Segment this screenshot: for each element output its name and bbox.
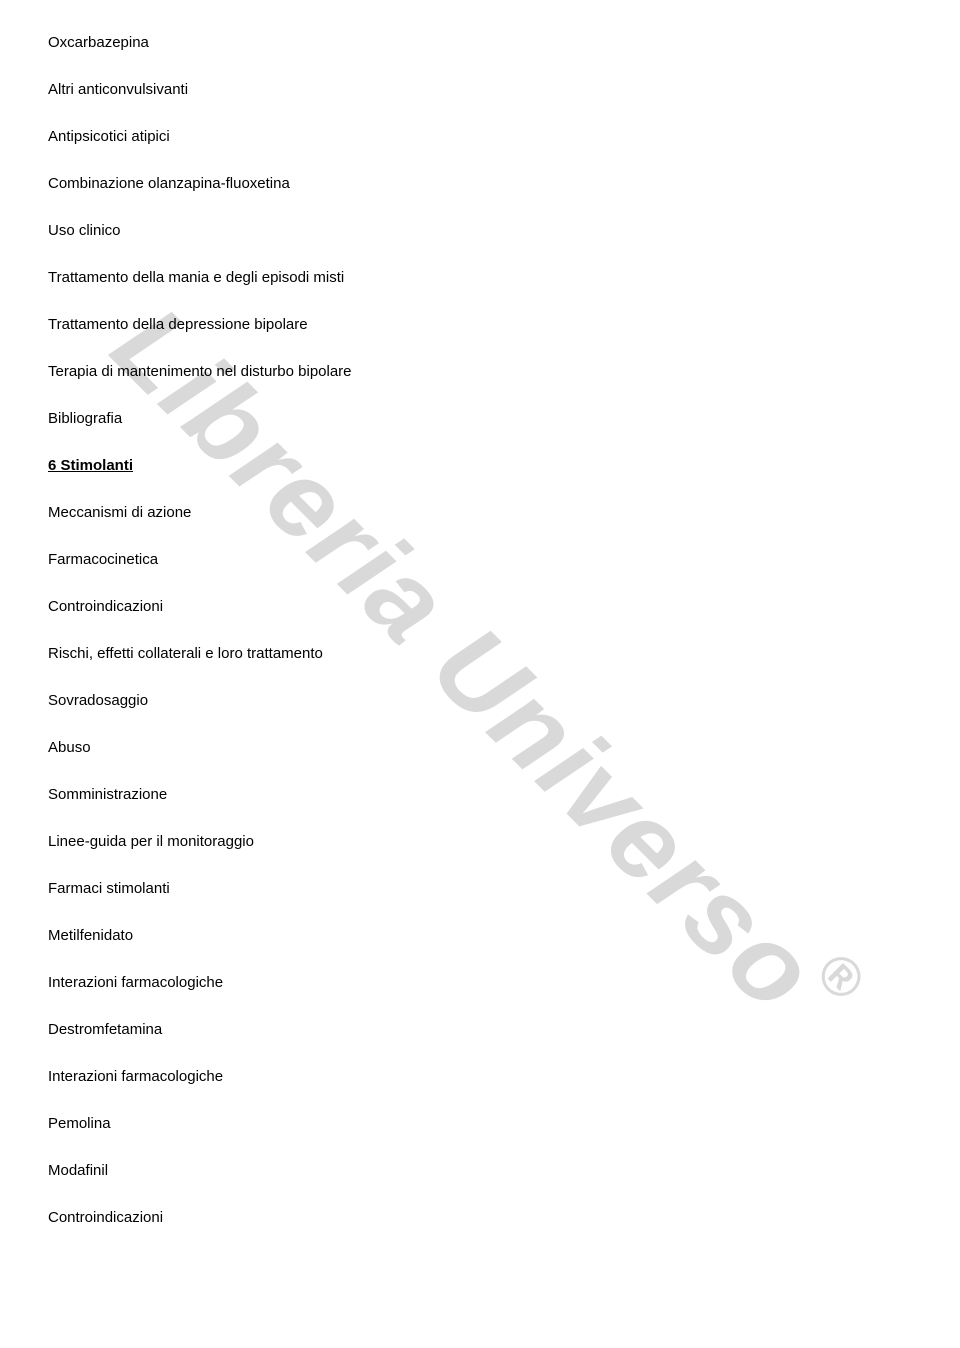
text-line: Bibliografia: [48, 408, 912, 429]
text-line: Linee-guida per il monitoraggio: [48, 831, 912, 852]
text-line: Oxcarbazepina: [48, 32, 912, 53]
text-line: Abuso: [48, 737, 912, 758]
text-line: Uso clinico: [48, 220, 912, 241]
text-line: Pemolina: [48, 1113, 912, 1134]
text-line: Controindicazioni: [48, 596, 912, 617]
text-line: Controindicazioni: [48, 1207, 912, 1228]
document-content: Oxcarbazepina Altri anticonvulsivanti Anti…: [48, 32, 912, 1228]
text-line: Interazioni farmacologiche: [48, 972, 912, 993]
text-line: Destromfetamina: [48, 1019, 912, 1040]
text-line: Meccanismi di azione: [48, 502, 912, 523]
text-line: Rischi, effetti collaterali e loro tratt…: [48, 643, 912, 664]
text-line: Metilfenidato: [48, 925, 912, 946]
text-line: Farmacocinetica: [48, 549, 912, 570]
text-line: Trattamento della depressione bipolare: [48, 314, 912, 335]
text-line: 6 Stimolanti: [48, 455, 912, 476]
text-line: Trattamento della mania e degli episodi …: [48, 267, 912, 288]
text-line: Sovradosaggio: [48, 690, 912, 711]
text-line: Terapia di mantenimento nel disturbo bip…: [48, 361, 912, 382]
text-line: Modafinil: [48, 1160, 912, 1181]
text-line: Combinazione olanzapina-fluoxetina: [48, 173, 912, 194]
text-line: Altri anticonvulsivanti: [48, 79, 912, 100]
text-line: Antipsicotici atipici: [48, 126, 912, 147]
text-line: Interazioni farmacologiche: [48, 1066, 912, 1087]
text-line: Farmaci stimolanti: [48, 878, 912, 899]
text-line: Somministrazione: [48, 784, 912, 805]
